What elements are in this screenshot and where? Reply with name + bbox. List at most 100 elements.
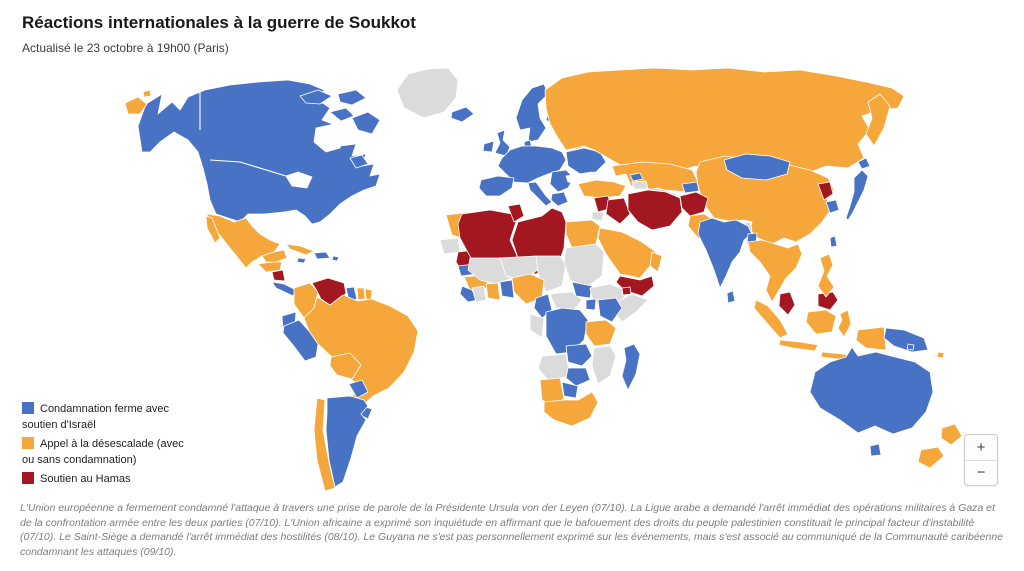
region-arctic-island-2[interactable] [337,89,367,106]
region-puerto-rico[interactable] [331,255,340,262]
region-newfoundland[interactable] [349,154,369,169]
region-oman[interactable] [649,251,663,273]
region-ireland[interactable] [482,140,495,153]
region-indochina[interactable] [747,239,803,303]
region-norway-sweden[interactable] [515,83,549,143]
region-sudan[interactable] [563,243,605,289]
footnote: L'Union européenne a fermement condamné … [20,502,1004,558]
region-fiji[interactable] [936,351,945,359]
region-zambia[interactable] [565,343,593,367]
region-tunisia[interactable] [507,203,525,223]
region-iceland[interactable] [450,106,475,123]
region-japan[interactable] [845,169,869,221]
region-turkey[interactable] [577,179,627,199]
region-sulawesi[interactable] [837,309,852,338]
region-ukraine[interactable] [565,147,607,175]
region-argentina[interactable] [325,395,369,488]
region-georgia[interactable] [629,172,644,182]
region-guyane[interactable] [364,288,373,301]
region-tanzania[interactable] [585,319,617,347]
region-kenya[interactable] [597,297,623,323]
region-guatemala-honduras[interactable] [257,261,283,273]
region-sumatra[interactable] [753,299,789,339]
region-botswana[interactable] [561,381,579,399]
region-gabon-congo[interactable] [529,313,545,339]
region-baja-california[interactable] [205,215,221,244]
region-java[interactable] [778,339,819,352]
region-italy[interactable] [527,181,553,207]
region-taiwan[interactable] [829,235,838,248]
region-western-sahara[interactable] [439,237,461,255]
us-canada-border [209,159,287,177]
region-baffin-island[interactable] [351,111,381,135]
region-tasmania[interactable] [869,443,882,457]
region-south-korea[interactable] [825,199,840,214]
region-peru[interactable] [282,319,319,362]
region-bolivia[interactable] [329,352,362,380]
region-west-papua[interactable] [855,326,887,351]
region-central-europe[interactable] [497,145,567,184]
region-hispaniola[interactable] [313,251,331,260]
region-arctic-island-3[interactable] [329,107,355,122]
region-saudi-arabia[interactable] [597,227,657,279]
region-iraq[interactable] [605,197,631,225]
region-suriname[interactable] [356,287,366,301]
region-malaysia-peninsula[interactable] [778,291,796,316]
region-sierra-leone-liberia[interactable] [459,285,479,303]
zoom-in-button[interactable]: + [965,435,997,461]
region-russia[interactable] [544,67,905,175]
region-philippines[interactable] [817,253,835,298]
region-china[interactable] [695,155,835,245]
region-new-zealand-south[interactable] [917,446,945,469]
region-djibouti[interactable] [621,286,632,296]
region-ghana[interactable] [485,282,501,301]
region-canada-usa[interactable] [137,79,381,225]
region-mongolia[interactable] [723,153,791,181]
region-yucatan[interactable] [261,249,288,263]
region-costa-rica-panama[interactable] [271,281,297,297]
region-hokkaido[interactable] [857,157,871,170]
region-uganda[interactable] [585,298,597,311]
region-south-sudan[interactable] [571,281,593,299]
region-india[interactable] [697,217,753,289]
region-cuba[interactable] [285,243,315,256]
region-chile[interactable] [313,397,336,492]
region-drc[interactable] [545,307,589,355]
region-jamaica[interactable] [296,257,307,264]
region-new-zealand-north[interactable] [940,423,963,446]
region-madagascar[interactable] [621,343,641,391]
zoom-out-button[interactable]: − [965,461,997,486]
region-paraguay[interactable] [348,379,369,399]
region-papua-new-guinea[interactable] [883,327,929,353]
region-borneo-indonesia[interactable] [805,309,837,335]
region-north-korea[interactable] [817,181,834,201]
region-central-african-republic[interactable] [549,291,583,311]
region-armenia-azerbaijan[interactable] [631,180,649,190]
region-greenland[interactable] [396,67,459,119]
region-south-africa[interactable] [543,391,599,427]
region-kamchatka[interactable] [865,93,891,147]
region-greece[interactable] [550,191,569,207]
region-mozambique[interactable] [591,345,617,385]
region-benin-togo[interactable] [499,279,515,299]
region-chukotka[interactable] [124,96,148,115]
legend-item-deescalade: Appel à la désescalade (avec ou sans con… [22,436,184,468]
region-ivory-coast[interactable] [471,285,487,303]
region-angola[interactable] [537,353,571,381]
region-malaysia-borneo[interactable] [817,291,839,311]
region-sri-lanka[interactable] [726,290,736,304]
region-zimbabwe[interactable] [565,367,591,387]
region-kyrgyzstan[interactable] [681,181,700,194]
region-nicaragua[interactable] [271,269,286,282]
region-iberia[interactable] [478,175,515,197]
region-chukotka-dot[interactable] [142,89,152,98]
region-solomon[interactable] [906,343,915,351]
region-yemen[interactable] [615,275,655,297]
region-australia[interactable] [809,346,934,435]
zoom-controls: + − [964,434,998,486]
region-afghanistan[interactable] [679,191,709,217]
region-iran[interactable] [627,189,683,231]
region-jordan[interactable] [591,211,605,222]
region-arctic-island-1[interactable] [299,89,333,105]
